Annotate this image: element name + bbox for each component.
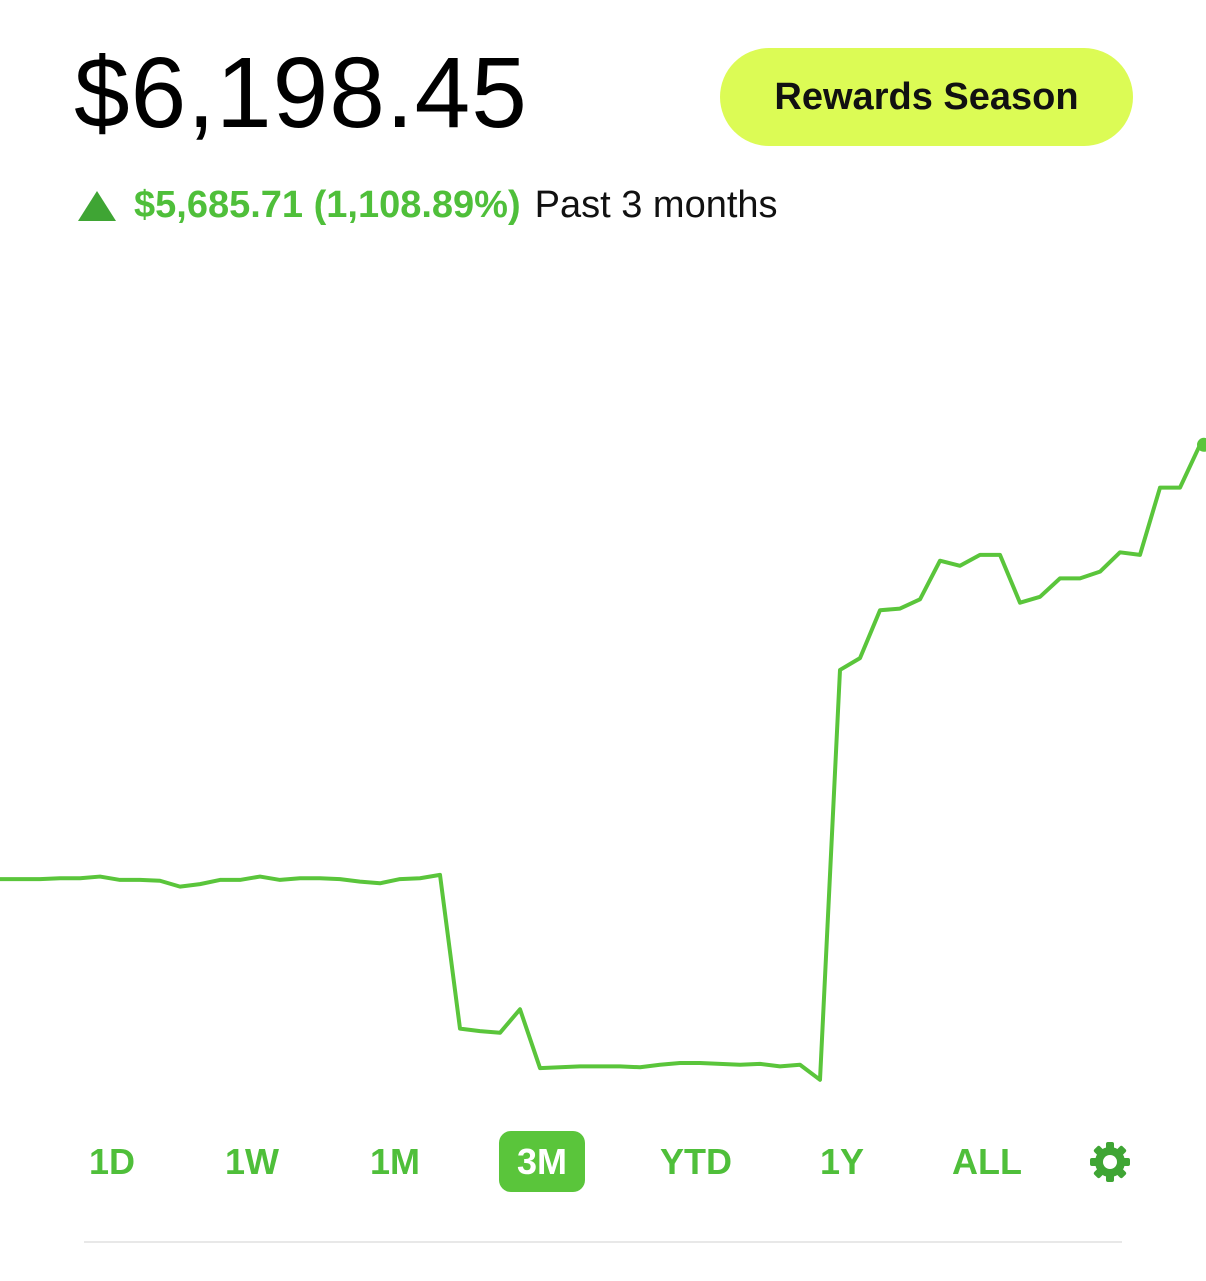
divider bbox=[84, 1241, 1122, 1243]
price-line bbox=[0, 443, 1202, 1082]
range-option[interactable]: 1D bbox=[88, 1141, 136, 1182]
range-option[interactable]: 1M bbox=[369, 1141, 421, 1182]
range-option[interactable]: 3M bbox=[498, 1131, 586, 1192]
period: Past 3 months bbox=[534, 184, 778, 226]
range-option[interactable]: ALL bbox=[952, 1141, 1022, 1182]
current-point bbox=[1197, 437, 1206, 452]
range-option[interactable]: 1Y bbox=[819, 1141, 865, 1182]
change-row: $5,685.71 (1,108.89%) Past 3 months bbox=[78, 184, 778, 227]
up-arrow bbox=[78, 190, 116, 221]
settings-gear[interactable] bbox=[1088, 1140, 1132, 1184]
change: $5,685.71 (1,108.89%) bbox=[134, 184, 521, 226]
range-option[interactable]: YTD bbox=[660, 1141, 732, 1182]
rewards-button[interactable]: Rewards Season bbox=[720, 48, 1133, 146]
range-option[interactable]: 1W bbox=[225, 1141, 279, 1182]
balance: $6,198.45 bbox=[74, 37, 528, 149]
